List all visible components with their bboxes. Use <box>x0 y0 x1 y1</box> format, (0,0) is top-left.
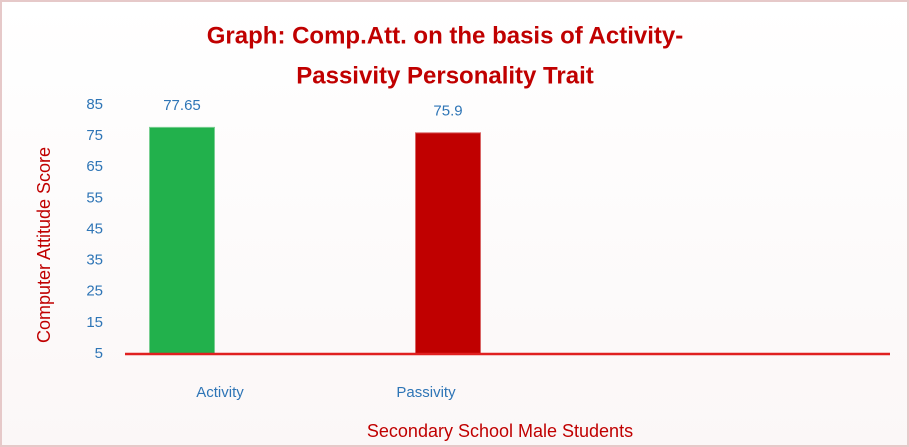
y-tick-label: 65 <box>86 158 103 175</box>
value-label: 75.9 <box>433 102 462 119</box>
chart-title: Graph: Comp.Att. on the basis of Activit… <box>207 22 683 49</box>
y-tick-label: 55 <box>86 189 103 206</box>
y-tick-label: 25 <box>86 283 103 300</box>
x-tick-label: Activity <box>196 384 244 401</box>
y-axis-title: Computer Attitude Score <box>34 147 54 343</box>
y-tick-label: 5 <box>95 345 103 362</box>
bar <box>149 126 215 355</box>
y-tick-label: 45 <box>86 220 103 237</box>
chart-title: Passivity Personality Trait <box>296 62 593 89</box>
bar <box>415 132 481 355</box>
y-tick-label: 85 <box>86 96 103 113</box>
y-tick-label: 15 <box>86 314 103 331</box>
y-tick-label: 75 <box>86 127 103 144</box>
x-axis-title: Secondary School Male Students <box>367 421 633 441</box>
value-label: 77.65 <box>163 97 201 114</box>
x-tick-label: Passivity <box>396 384 456 401</box>
y-tick-label: 35 <box>86 252 103 269</box>
